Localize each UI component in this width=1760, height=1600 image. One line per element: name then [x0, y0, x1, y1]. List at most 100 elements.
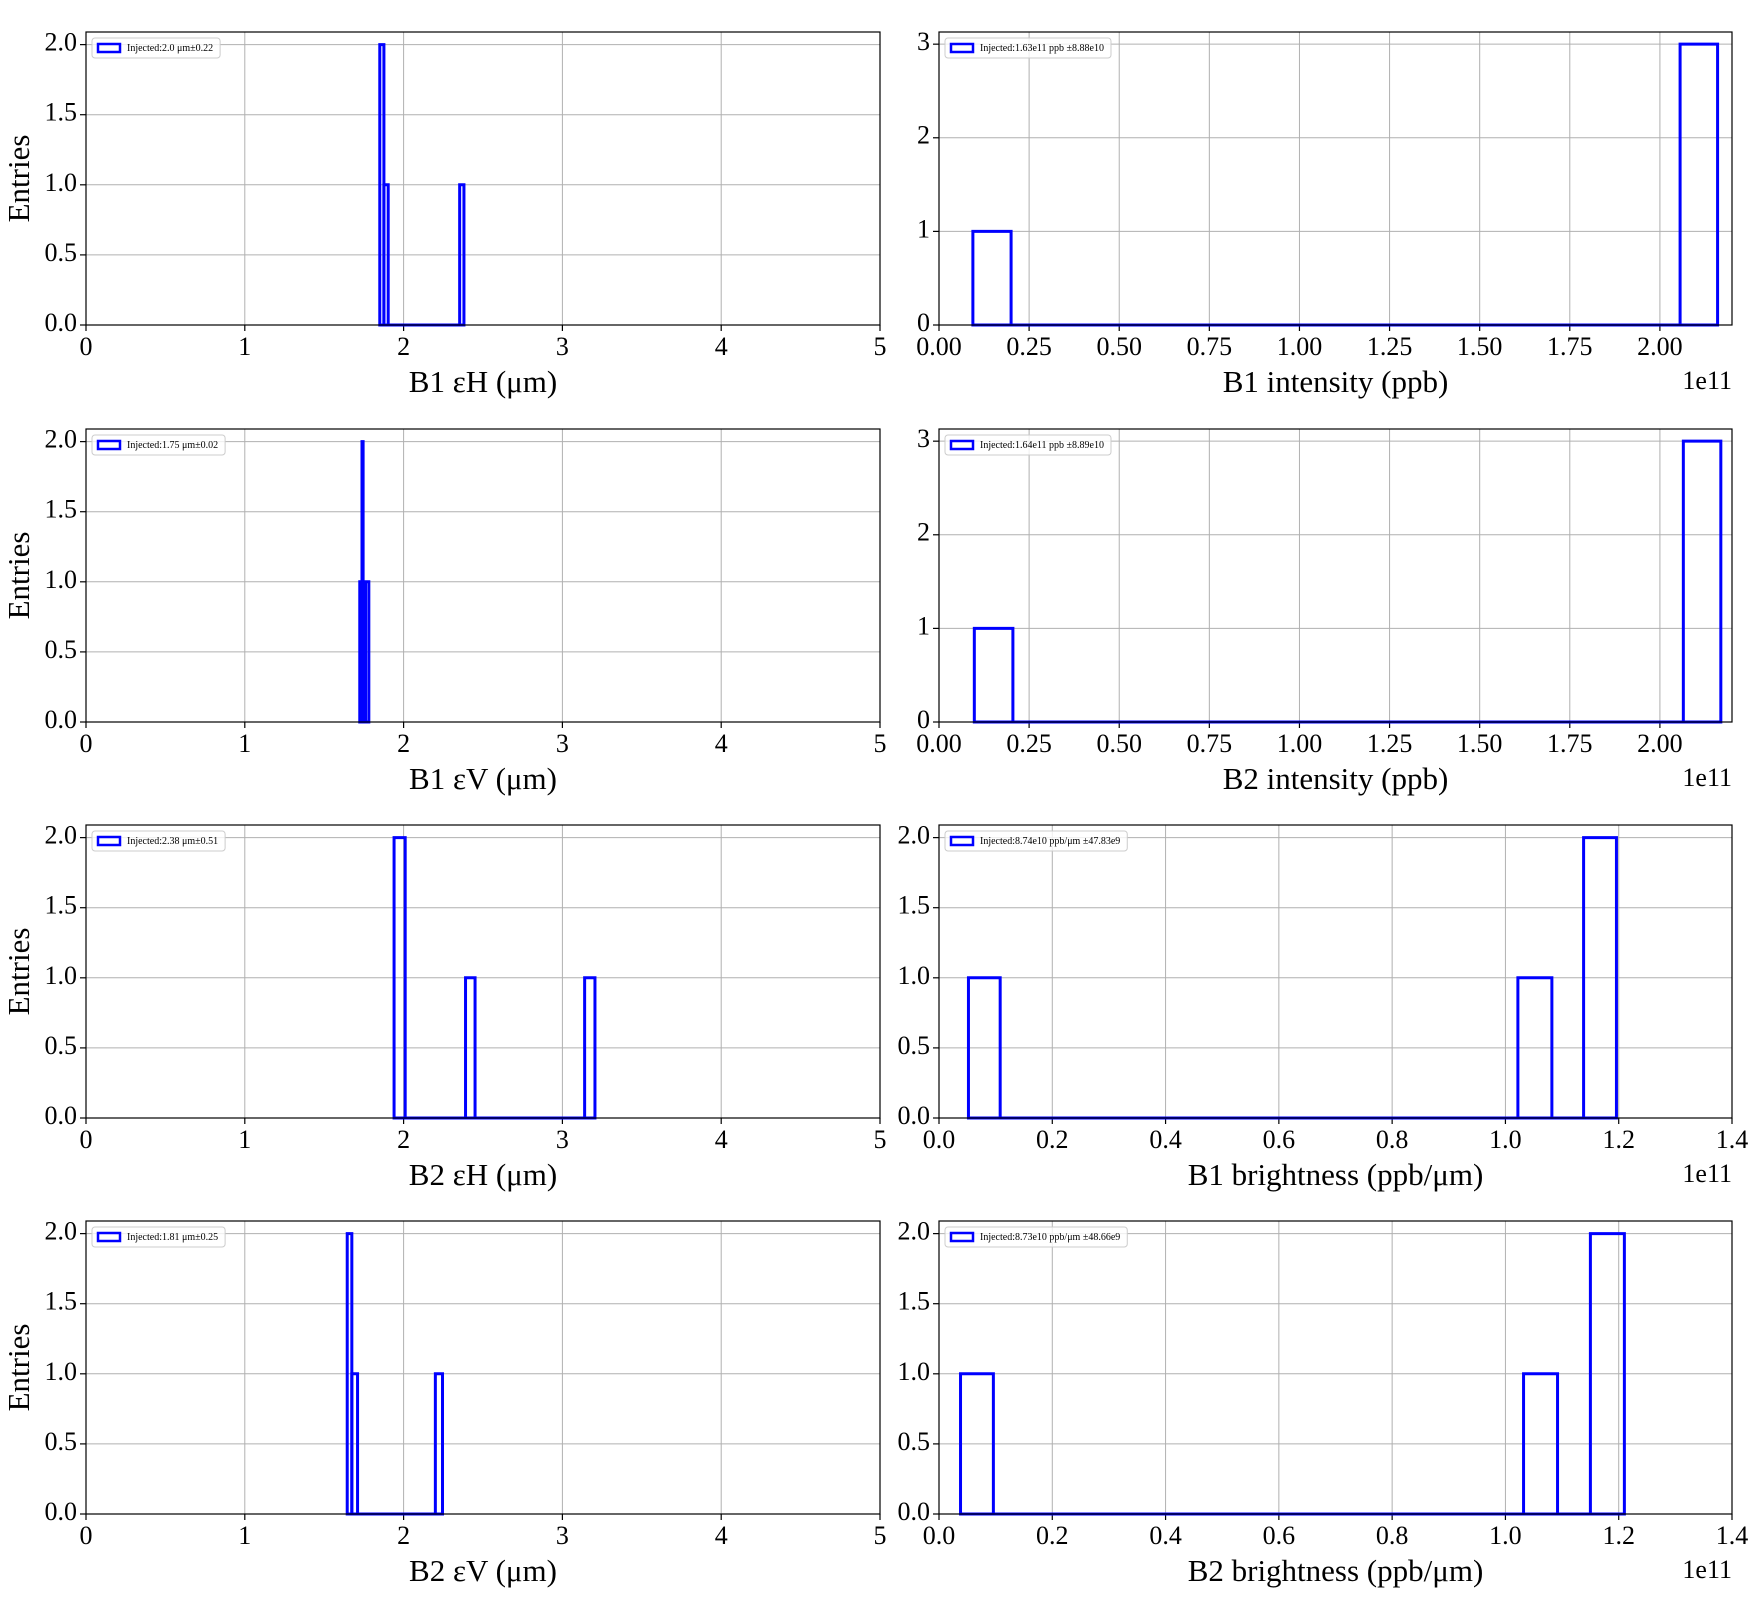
y-tick-label: 1 [917, 214, 930, 243]
y-axis-label: Entries [1, 928, 36, 1016]
x-tick-label: 1.0 [1489, 1521, 1522, 1550]
x-tick-label: 0.4 [1149, 1521, 1182, 1550]
x-tick-label: 1.00 [1277, 332, 1323, 361]
y-axis-label: Entries [1, 135, 36, 223]
x-tick-label: 1.50 [1457, 332, 1503, 361]
subplot: 0.00 0.25 0.50 0.75 1.00 1.25 1.50 1.75 2.00 0 1 2 3… [916, 27, 1733, 399]
x-tick-label: 0.6 [1263, 1521, 1296, 1550]
x-tick-label: 1.75 [1547, 332, 1593, 361]
x-tick-label: 4 [715, 332, 728, 361]
x-tick-label: 0.50 [1096, 332, 1142, 361]
x-tick-label: 3 [556, 1125, 569, 1154]
x-tick-label: 0.75 [1187, 729, 1233, 758]
y-tick-label: 1.5 [45, 98, 78, 127]
y-tick-label: 1.5 [898, 891, 931, 920]
legend-box [944, 434, 1112, 456]
offset-text: 1e11 [1682, 366, 1732, 395]
x-tick-label: 1.4 [1716, 1521, 1749, 1550]
y-tick-label: 2 [917, 121, 930, 150]
x-axis-label: B2 εV (μm) [409, 1553, 557, 1588]
x-tick-label: 0 [80, 332, 93, 361]
y-tick-label: 0.5 [45, 635, 78, 664]
axes-frame [85, 1220, 881, 1515]
x-tick-label: 0.8 [1376, 1521, 1409, 1550]
x-tick-label: 1 [238, 1521, 251, 1550]
y-tick-label: 1.0 [898, 961, 931, 990]
subplot: 0 1 2 3 4 5 0.0 0.5 1.0 1.5 2.0 B1 εH (μm) Entries In… [1, 28, 886, 400]
x-tick-label: 0.75 [1187, 332, 1233, 361]
hist-bin [1681, 439, 1723, 724]
x-axis-label: B1 brightness (ppb/μm) [1188, 1157, 1484, 1192]
y-tick-label: 2.0 [45, 821, 78, 850]
legend-swatch [949, 1231, 975, 1243]
y-tick-label: 0.5 [45, 1427, 78, 1456]
legend-swatch [96, 42, 122, 54]
x-tick-label: 0.2 [1036, 1521, 1069, 1550]
x-axis-label: B2 intensity (ppb) [1223, 761, 1449, 796]
x-tick-label: 0 [80, 729, 93, 758]
y-tick-label: 1.0 [45, 168, 78, 197]
y-tick-label: 1.0 [898, 1357, 931, 1386]
x-tick-label: 1.25 [1367, 332, 1413, 361]
legend-box [91, 434, 226, 456]
legend-swatch [96, 439, 122, 451]
subplot: 0.00 0.25 0.50 0.75 1.00 1.25 1.50 1.75 2.00 0 1 2 3… [916, 424, 1733, 796]
y-tick-label: 0.0 [898, 1497, 931, 1526]
hist-bin [1678, 42, 1720, 327]
x-tick-label: 0 [80, 1125, 93, 1154]
legend-swatch [96, 1231, 122, 1243]
legend-label: Injected:8.73e10 ppb/μm ±48.66e9 [980, 1232, 1120, 1243]
y-tick-label: 2.0 [898, 821, 931, 850]
y-tick-label: 0.5 [45, 1031, 78, 1060]
hist-bin [971, 229, 1013, 327]
x-tick-label: 0.4 [1149, 1125, 1182, 1154]
legend-swatch [949, 439, 975, 451]
legend-swatch [96, 835, 122, 847]
y-tick-label: 1.5 [45, 891, 78, 920]
offset-text: 1e11 [1682, 763, 1732, 792]
x-axis-label: B2 εH (μm) [409, 1157, 557, 1192]
offset-text: 1e11 [1682, 1555, 1732, 1584]
y-tick-label: 0.0 [45, 705, 78, 734]
legend-box [944, 1226, 1128, 1248]
legend-label: Injected:1.81 μm±0.25 [127, 1232, 218, 1243]
subplot: 0 1 2 3 4 5 0.0 0.5 1.0 1.5 2.0 B2 εV (μm) Entries In… [1, 1217, 886, 1589]
y-tick-label: 0.5 [898, 1031, 931, 1060]
x-tick-label: 5 [874, 1521, 887, 1550]
x-tick-label: 2 [397, 1125, 410, 1154]
subplot: 0 1 2 3 4 5 0.0 0.5 1.0 1.5 2.0 B1 εV (μm) Entries In… [1, 425, 886, 797]
x-tick-label: 1.4 [1716, 1125, 1749, 1154]
x-tick-label: 0.2 [1036, 1125, 1069, 1154]
x-tick-label: 0.0 [923, 1521, 956, 1550]
x-axis-label: B1 εH (μm) [409, 364, 557, 399]
y-tick-label: 0 [917, 705, 930, 734]
legend-box [91, 830, 226, 852]
axes-frame [938, 824, 1733, 1119]
x-tick-label: 3 [556, 729, 569, 758]
x-tick-label: 1.2 [1602, 1125, 1635, 1154]
x-tick-label: 4 [715, 1521, 728, 1550]
y-tick-label: 2 [917, 518, 930, 547]
x-tick-label: 5 [874, 729, 887, 758]
y-tick-label: 3 [917, 27, 930, 56]
subplot: 0.0 0.2 0.4 0.6 0.8 1.0 1.2 1.4 0.0 0.5 1.0 1.5 2.0 B… [898, 1217, 1749, 1589]
y-tick-label: 0.5 [45, 238, 78, 267]
x-tick-label: 0.50 [1096, 729, 1142, 758]
x-tick-label: 1.25 [1367, 729, 1413, 758]
x-tick-label: 1 [238, 1125, 251, 1154]
axes-frame [938, 31, 1733, 326]
y-tick-label: 1.0 [45, 961, 78, 990]
x-tick-label: 0 [80, 1521, 93, 1550]
legend-label: Injected:2.0 μm±0.22 [127, 43, 213, 54]
x-tick-label: 2 [397, 1521, 410, 1550]
axes-frame [85, 428, 881, 723]
x-tick-label: 2.00 [1637, 729, 1683, 758]
y-axis-label: Entries [1, 532, 36, 620]
legend-label: Injected:8.74e10 ppb/μm ±47.83e9 [980, 836, 1120, 847]
y-tick-label: 1.0 [45, 1357, 78, 1386]
axes-frame [85, 824, 881, 1119]
y-tick-label: 2.0 [898, 1217, 931, 1246]
x-tick-label: 4 [715, 1125, 728, 1154]
